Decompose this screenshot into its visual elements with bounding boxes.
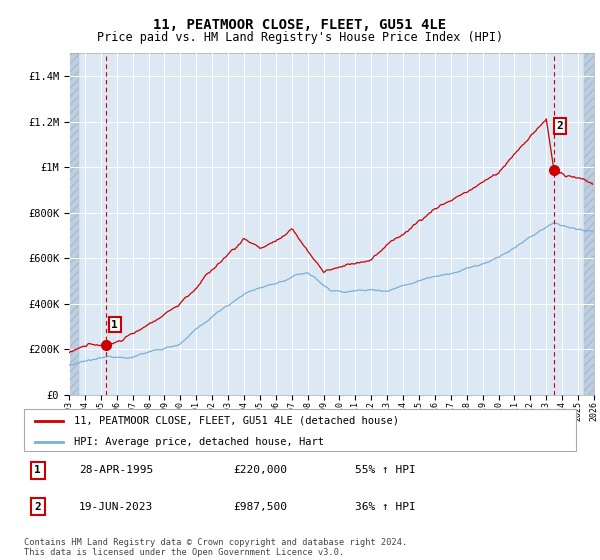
Text: 2: 2: [34, 502, 41, 511]
Text: 2: 2: [557, 121, 563, 131]
Text: Contains HM Land Registry data © Crown copyright and database right 2024.
This d: Contains HM Land Registry data © Crown c…: [24, 538, 407, 557]
Text: 1: 1: [34, 465, 41, 475]
Text: Price paid vs. HM Land Registry's House Price Index (HPI): Price paid vs. HM Land Registry's House …: [97, 31, 503, 44]
Bar: [584, 53, 594, 395]
Text: 36% ↑ HPI: 36% ↑ HPI: [355, 502, 416, 511]
Text: 1: 1: [112, 320, 118, 330]
Bar: [584, 53, 594, 395]
Text: 11, PEATMOOR CLOSE, FLEET, GU51 4LE (detached house): 11, PEATMOOR CLOSE, FLEET, GU51 4LE (det…: [74, 416, 398, 426]
Text: 11, PEATMOOR CLOSE, FLEET, GU51 4LE: 11, PEATMOOR CLOSE, FLEET, GU51 4LE: [154, 18, 446, 32]
Text: 19-JUN-2023: 19-JUN-2023: [79, 502, 154, 511]
Bar: [69, 53, 79, 395]
Text: HPI: Average price, detached house, Hart: HPI: Average price, detached house, Hart: [74, 437, 323, 446]
Text: 55% ↑ HPI: 55% ↑ HPI: [355, 465, 416, 475]
Text: £987,500: £987,500: [234, 502, 288, 511]
Text: £220,000: £220,000: [234, 465, 288, 475]
FancyBboxPatch shape: [24, 409, 576, 451]
Text: 28-APR-1995: 28-APR-1995: [79, 465, 154, 475]
Bar: [69, 53, 79, 395]
